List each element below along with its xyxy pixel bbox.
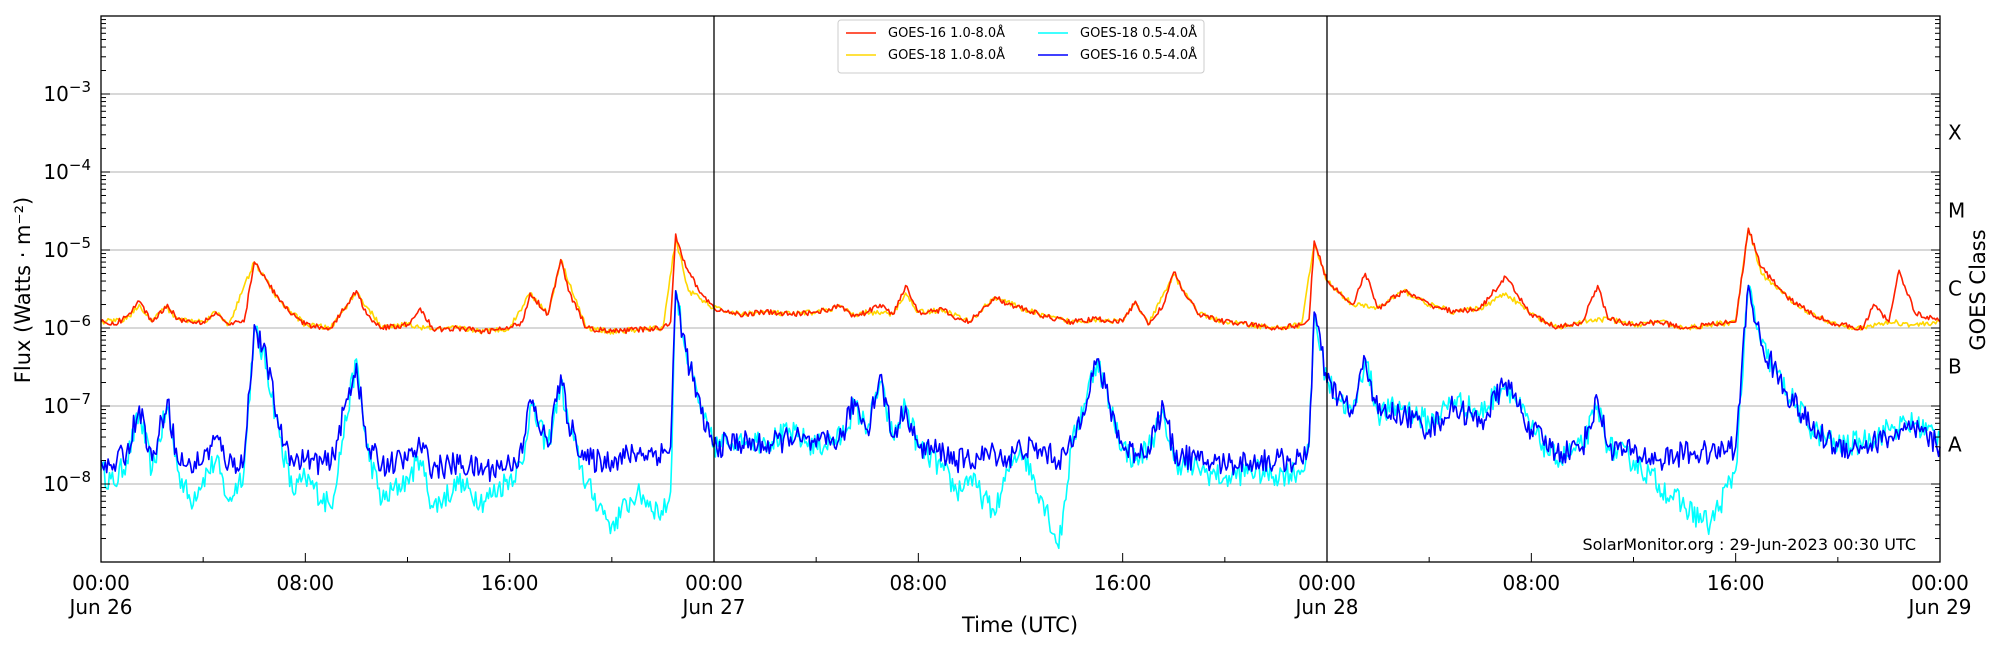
y-tick-label-exponent: −4	[69, 156, 91, 174]
x-axis-title: Time (UTC)	[961, 613, 1078, 637]
legend-label: GOES-18 1.0-8.0Å	[888, 47, 1005, 63]
grid-layer	[101, 15, 1940, 485]
y-tick-label-base: 10	[43, 316, 68, 340]
y-tick-label: 10−5	[43, 234, 91, 262]
y-tick-label-base: 10	[43, 472, 68, 496]
series-line	[100, 227, 1941, 335]
x-tick-time: 00:00	[72, 571, 130, 595]
y-tick-label-exponent: −6	[69, 312, 91, 330]
x-tick-time: 00:00	[1298, 571, 1356, 595]
x-tick-date: Jun 26	[67, 595, 132, 619]
x-tick-time: 16:00	[1094, 571, 1152, 595]
y-tick-label: 10−6	[43, 312, 91, 340]
credit-text: SolarMonitor.org : 29-Jun-2023 00:30 UTC	[1582, 535, 1916, 554]
goes-class-label: X	[1948, 121, 1962, 145]
y-tick-label-exponent: −5	[69, 234, 91, 252]
legend: GOES-16 1.0-8.0Å GOES-18 1.0-8.0Å GOES-18 …	[837, 19, 1205, 74]
y-tick-label: 10−4	[43, 156, 91, 184]
legend-label: GOES-16 1.0-8.0Å	[888, 25, 1005, 41]
x-tick-time: 16:00	[481, 571, 539, 595]
series-layer	[100, 227, 1941, 550]
y-tick-label-base: 10	[43, 160, 68, 184]
goes-class-label: A	[1948, 433, 1962, 457]
x-tick-time: 00:00	[685, 571, 743, 595]
y-tick-label-exponent: −7	[69, 390, 91, 408]
y-tick-label: 10−8	[43, 468, 91, 496]
x-tick-time: 00:00	[1911, 571, 1969, 595]
y-tick-label-exponent: −8	[69, 468, 91, 486]
x-tick-date: Jun 28	[1293, 595, 1358, 619]
y-axis-title: Flux (Watts · m⁻²)	[11, 197, 35, 383]
goes-class-label: C	[1948, 277, 1962, 301]
legend-label: GOES-18 0.5-4.0Å	[1080, 25, 1197, 41]
legend-box	[837, 19, 1205, 74]
x-tick-time: 08:00	[890, 571, 948, 595]
y-tick-label-exponent: −3	[69, 78, 91, 96]
series-line	[100, 227, 1941, 335]
x-tick-time: 08:00	[277, 571, 335, 595]
x-tick-time: 08:00	[1503, 571, 1561, 595]
x-tick-date: Jun 27	[680, 595, 745, 619]
y-tick-label: 10−7	[43, 390, 91, 418]
goes-class-label: B	[1948, 355, 1962, 379]
goes-class-label: M	[1948, 199, 1965, 223]
y-tick-label-base: 10	[43, 394, 68, 418]
x-tick-date: Jun 29	[1906, 595, 1971, 619]
goes-class-axis-title: GOES Class	[1966, 229, 1990, 350]
y-tick-label-base: 10	[43, 238, 68, 262]
y-tick-label-base: 10	[43, 82, 68, 106]
x-tick-time: 16:00	[1707, 571, 1765, 595]
y-tick-label: 10−3	[43, 78, 91, 106]
series-line	[100, 284, 1941, 483]
legend-label: GOES-16 0.5-4.0Å	[1080, 47, 1197, 63]
